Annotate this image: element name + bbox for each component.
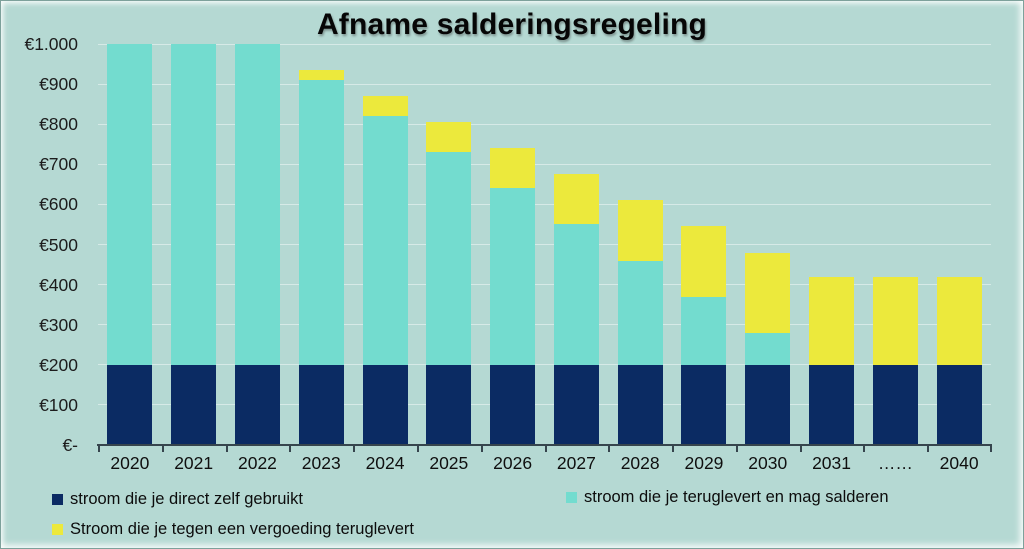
- legend-swatch-self-used-icon: [52, 494, 63, 505]
- y-axis-label-400: €400: [39, 274, 78, 295]
- gridline-400: [98, 284, 991, 286]
- bar-2027-self-used: [553, 364, 599, 445]
- bar-……-self-used: [872, 364, 918, 445]
- x-axis-label-2028: 2028: [620, 453, 660, 473]
- bar-2024-salderen: [362, 116, 408, 365]
- bar-……-fee: [872, 276, 918, 365]
- bar-2025-fee: [426, 122, 472, 153]
- x-tick-2023: [289, 445, 292, 452]
- y-axis-label-900: €900: [39, 74, 78, 95]
- bar-2020-salderen: [107, 44, 153, 365]
- bar-2024-fee: [362, 96, 408, 117]
- gridline-1000: [98, 43, 991, 45]
- x-tick-2025: [416, 445, 419, 452]
- chart-title: Afname salderingsregeling: [316, 8, 708, 41]
- bar-2029-salderen: [681, 296, 727, 365]
- x-axis-label-2021: 2021: [174, 453, 214, 473]
- bar-2023-salderen: [298, 80, 344, 365]
- y-axis-label-1000: €1.000: [24, 34, 78, 54]
- bar-2031-self-used: [809, 364, 855, 445]
- x-tick-2027: [544, 445, 547, 452]
- bar-2026-fee: [490, 148, 536, 189]
- bar-2040-self-used: [936, 364, 982, 445]
- x-axis-label-2024: 2024: [365, 453, 405, 473]
- bar-2021-salderen: [171, 44, 217, 365]
- bar-2028-salderen: [617, 260, 663, 365]
- y-axis-label-700: €700: [39, 154, 78, 175]
- gridline-800: [98, 123, 991, 125]
- bar-2030-salderen: [745, 332, 791, 365]
- bar-2026-self-used: [490, 364, 536, 445]
- x-axis-label-2023: 2023: [301, 453, 341, 473]
- x-axis-label-2029: 2029: [684, 453, 724, 473]
- bar-2025-salderen: [426, 152, 472, 365]
- legend-item-fee: Stroom die je tegen een vergoeding terug…: [52, 520, 414, 539]
- y-axis-label-600: €600: [39, 194, 78, 215]
- bar-2023-self-used: [298, 364, 344, 445]
- x-tick-2028: [608, 445, 611, 452]
- gridline-700: [98, 163, 991, 165]
- bar-2027-salderen: [553, 224, 599, 365]
- y-axis-label-500: €500: [39, 234, 78, 255]
- bar-2021-self-used: [171, 364, 217, 445]
- bar-2030-fee: [745, 252, 791, 333]
- y-axis-label-200: €200: [39, 354, 78, 375]
- gridline-600: [98, 203, 991, 205]
- legend-label-salderen: stroom die je teruglevert en mag saldere…: [584, 488, 889, 506]
- y-axis-label-0: €-: [62, 435, 78, 455]
- x-axis-label-2022: 2022: [237, 453, 277, 473]
- bar-2022-salderen: [234, 44, 280, 365]
- x-tick-2020: [98, 445, 100, 452]
- x-axis-label-2020: 2020: [110, 453, 150, 473]
- bar-2023-fee: [298, 70, 344, 81]
- bar-2040-fee: [936, 276, 982, 365]
- gridline-900: [98, 83, 991, 85]
- x-axis-label-2030: 2030: [748, 453, 788, 473]
- x-axis-label-……: ……: [877, 453, 913, 473]
- legend-swatch-fee-icon: [52, 524, 63, 535]
- bar-2022-self-used: [234, 364, 280, 445]
- bar-2031-fee: [809, 276, 855, 365]
- legend-item-self-used: stroom die je direct zelf gebruikt: [52, 490, 303, 509]
- bar-2024-self-used: [362, 364, 408, 445]
- x-axis-line: [97, 443, 992, 446]
- gridline-500: [98, 244, 991, 245]
- bar-2028-fee: [617, 200, 663, 261]
- legend-swatch-salderen-icon: [566, 492, 577, 503]
- y-axis-label-300: €300: [39, 314, 78, 335]
- x-tick-2030: [735, 445, 738, 452]
- legend-item-salderen: stroom die je teruglevert en mag saldere…: [566, 488, 889, 507]
- bar-2029-fee: [681, 226, 727, 297]
- x-axis-label-2031: 2031: [812, 453, 851, 473]
- bar-2029-self-used: [681, 364, 727, 445]
- gridline-200: [98, 364, 991, 366]
- y-axis-label-100: €100: [39, 394, 78, 415]
- bar-2028-self-used: [617, 364, 663, 445]
- bar-2020-self-used: [107, 364, 153, 445]
- x-axis-label-2027: 2027: [556, 453, 596, 473]
- x-tick-2022: [225, 445, 228, 452]
- bar-2027-fee: [553, 174, 599, 225]
- bar-2025-self-used: [426, 364, 472, 445]
- gridline-300: [98, 324, 991, 326]
- bar-2030-self-used: [745, 364, 791, 445]
- x-axis-label-2025: 2025: [429, 453, 469, 473]
- x-tick-2029: [672, 445, 675, 452]
- x-axis-label-2040: 2040: [939, 453, 979, 473]
- x-tick-……: [863, 445, 866, 452]
- legend-label-fee: Stroom die je tegen een vergoeding terug…: [70, 520, 414, 538]
- x-tick-2021: [161, 445, 164, 452]
- x-tick-2024: [353, 445, 356, 452]
- x-axis-label-2026: 2026: [493, 453, 533, 473]
- x-tick-2040: [927, 445, 930, 452]
- x-tick-2026: [480, 445, 483, 452]
- gridline-100: [98, 404, 991, 406]
- y-axis-label-800: €800: [39, 114, 78, 135]
- bar-2026-salderen: [490, 188, 536, 365]
- legend-label-self-used: stroom die je direct zelf gebruikt: [70, 490, 303, 508]
- x-tick-2031: [799, 445, 802, 452]
- x-tick-end: [990, 445, 992, 452]
